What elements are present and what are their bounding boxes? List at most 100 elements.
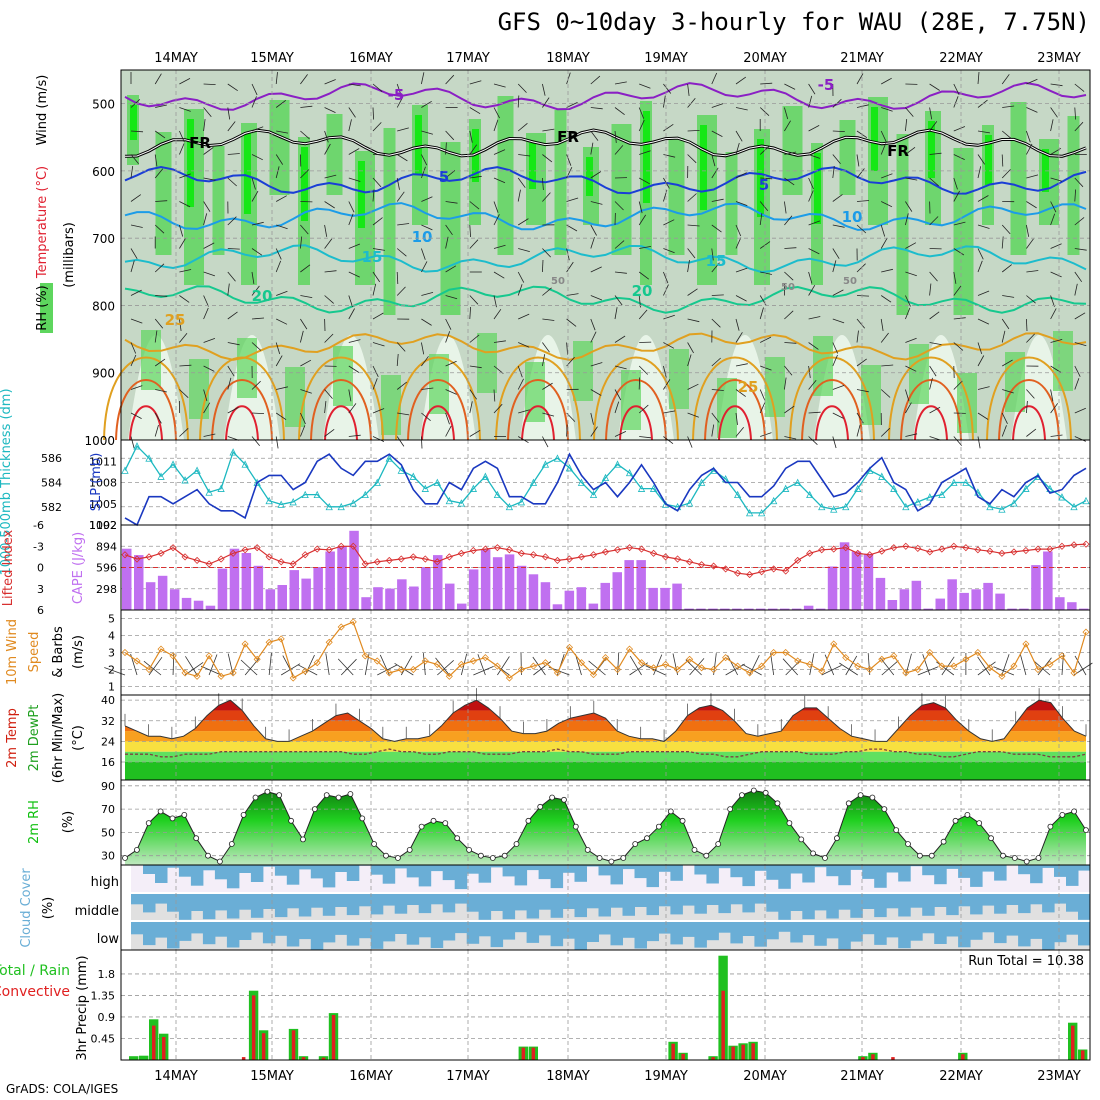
lifted-index-marker xyxy=(1034,545,1042,553)
wind-barb xyxy=(566,424,568,437)
cloud-cell xyxy=(802,865,815,883)
cloud-cell xyxy=(850,922,863,942)
lifted-index-marker xyxy=(902,542,910,550)
wind10m-marker xyxy=(938,662,946,670)
wind10m-marker xyxy=(710,665,718,674)
wind-barb xyxy=(1002,105,1015,108)
cloud-cell xyxy=(178,894,192,920)
ytick-pressure: 900 xyxy=(92,367,115,381)
lifted-index-marker xyxy=(746,571,754,579)
wind10m-marker xyxy=(493,662,501,670)
wind-barb xyxy=(469,389,478,400)
isotherm-30-surface xyxy=(998,379,1060,441)
lifted-index-marker xyxy=(361,560,369,568)
cloud-cell xyxy=(406,894,420,905)
wind-barb xyxy=(1001,318,1010,330)
lifted-index-marker xyxy=(529,551,537,559)
rh2m-marker xyxy=(1059,812,1066,818)
cape-bar xyxy=(887,600,898,610)
wind-barb xyxy=(542,354,546,367)
wind-barb xyxy=(929,121,938,132)
chart-title: GFS 0~10day 3-hourly for WAU (28E, 7.75N… xyxy=(497,8,1090,36)
cape-bar xyxy=(169,589,180,610)
lifted-index-marker xyxy=(349,542,357,550)
wind-barb xyxy=(977,154,986,165)
cape-bar xyxy=(421,567,431,610)
wind-barb xyxy=(711,224,722,233)
rh-moist-band-low xyxy=(141,330,161,390)
cloud-cell xyxy=(562,922,575,939)
wind-barb xyxy=(784,151,797,155)
wind-barb xyxy=(227,311,238,320)
rh2m-marker xyxy=(276,792,283,798)
cloud-cell xyxy=(538,894,552,910)
wind-barb xyxy=(155,295,168,297)
wind-barb xyxy=(929,283,932,296)
wind-barb xyxy=(1074,107,1076,120)
rh-moist-band-low xyxy=(333,346,353,406)
cape-bar xyxy=(839,542,850,610)
wind-barb xyxy=(759,401,766,414)
thickness-marker xyxy=(830,505,838,513)
wind-barb xyxy=(1001,224,1011,235)
precip-conv-bar xyxy=(1071,1025,1075,1060)
wind10m-barb xyxy=(423,653,426,676)
wind-barb xyxy=(735,389,746,397)
rh2m-marker xyxy=(810,850,816,857)
wind-barb xyxy=(735,318,740,331)
thickness-marker xyxy=(565,464,574,472)
cloud-cell xyxy=(778,894,791,920)
wind10m-marker xyxy=(962,655,970,663)
wind-barb xyxy=(808,284,816,296)
cloud-cell xyxy=(622,894,635,916)
wind-barb xyxy=(203,365,215,372)
lifted-index-marker xyxy=(710,562,718,570)
cloud-cell xyxy=(910,894,923,908)
wind-barb xyxy=(880,295,892,303)
wind10m-marker xyxy=(986,664,994,672)
wind-barb xyxy=(881,268,893,273)
cloud-cell xyxy=(718,865,731,869)
cape-bar xyxy=(433,555,443,610)
wind10m-marker xyxy=(457,660,465,668)
wind-barb xyxy=(735,295,747,302)
wind-barb xyxy=(275,412,287,421)
wind-barb xyxy=(735,76,747,85)
wind10m-barb xyxy=(629,655,642,676)
isotherm-30-surface xyxy=(900,379,962,441)
wind-barb xyxy=(1050,83,1063,87)
wind10m-marker xyxy=(481,654,489,662)
wind-barb xyxy=(808,154,821,159)
wind-barb xyxy=(421,196,433,202)
wind-barb xyxy=(784,107,789,120)
wind-barb xyxy=(663,365,667,378)
cloud-cell xyxy=(286,865,300,885)
wind-barb xyxy=(687,436,693,448)
wind-barb xyxy=(953,221,966,226)
date-label-top: 18MAY xyxy=(546,51,590,66)
cloud-cell xyxy=(262,922,276,944)
rh-moist-band-low xyxy=(765,357,785,417)
contour-label: FR xyxy=(887,142,909,160)
cloud-cell xyxy=(167,922,180,949)
wind-barb xyxy=(324,79,336,85)
ylabel-millibars: (millibars) xyxy=(62,222,77,288)
ytick-rh: 70 xyxy=(101,803,115,816)
wind-barb xyxy=(832,354,838,367)
cape-bar xyxy=(528,574,539,610)
rh2m-marker xyxy=(216,858,223,865)
thickness-marker xyxy=(1070,502,1078,511)
wind-barb xyxy=(300,74,308,85)
wind-barb xyxy=(953,177,958,190)
rh-moist-band xyxy=(782,106,803,195)
wind-barb xyxy=(711,424,715,437)
cloud-cell xyxy=(922,894,935,916)
wind10m-barb xyxy=(435,657,450,676)
wind-barb xyxy=(711,130,723,137)
rh-moist-band-low xyxy=(477,333,497,393)
wind-barb xyxy=(1026,224,1030,237)
wind-barb xyxy=(372,122,382,132)
wind-barb xyxy=(735,172,747,179)
rh-moist-band xyxy=(611,124,632,255)
wind-barb xyxy=(203,107,212,117)
